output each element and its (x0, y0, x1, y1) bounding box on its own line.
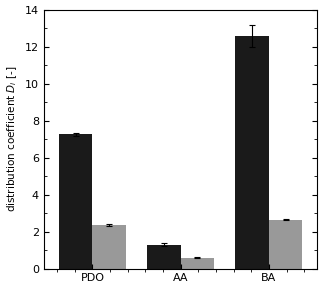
Y-axis label: distribution coefficient $D_i$ [-]: distribution coefficient $D_i$ [-] (5, 66, 19, 212)
Bar (59, 134, 92, 268)
Bar (92, 225, 126, 268)
Bar (269, 220, 302, 268)
Bar (235, 36, 269, 268)
Bar (181, 258, 214, 268)
Bar (147, 244, 181, 268)
